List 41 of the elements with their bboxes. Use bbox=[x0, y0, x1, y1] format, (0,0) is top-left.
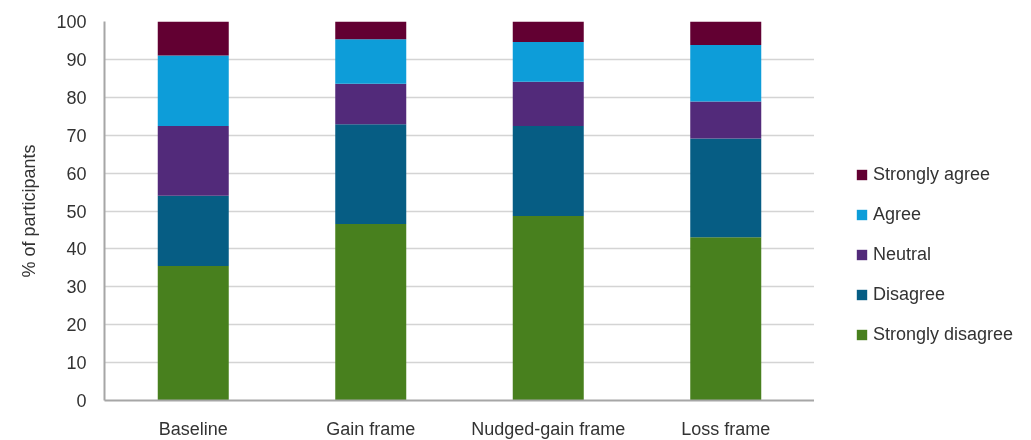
legend-label: Neutral bbox=[873, 244, 932, 265]
bar bbox=[335, 83, 407, 125]
y-tick-label: 40 bbox=[66, 239, 87, 260]
bar bbox=[335, 124, 407, 224]
bar bbox=[512, 41, 584, 82]
legend-label: Strongly agree bbox=[873, 164, 991, 185]
y-tick-label: 0 bbox=[76, 391, 87, 411]
y-tick-label: 60 bbox=[66, 163, 87, 184]
bar bbox=[512, 215, 584, 401]
x-tick-label: Loss frame bbox=[681, 418, 771, 439]
bar bbox=[690, 45, 762, 102]
bar bbox=[512, 81, 584, 127]
legend-label: Agree bbox=[873, 204, 922, 225]
y-tick-label: 90 bbox=[66, 49, 87, 70]
bar bbox=[157, 21, 229, 56]
y-tick-label: 80 bbox=[66, 87, 87, 108]
bar bbox=[335, 39, 407, 84]
y-axis-title: % of participants bbox=[19, 144, 40, 278]
bar bbox=[512, 21, 584, 42]
bar bbox=[690, 138, 762, 238]
x-tick-label: Baseline bbox=[158, 418, 228, 439]
legend-label: Disagree bbox=[873, 284, 946, 305]
y-tick-label: 30 bbox=[66, 277, 87, 298]
x-tick-label: Nudged-gain frame bbox=[471, 418, 626, 439]
bar bbox=[157, 126, 229, 196]
bar bbox=[157, 265, 229, 401]
legend-label: Strongly disagree bbox=[873, 324, 1014, 345]
bar bbox=[512, 126, 584, 216]
y-tick-label: 70 bbox=[66, 125, 87, 146]
bar bbox=[335, 223, 407, 401]
x-tick-label: Gain frame bbox=[326, 418, 416, 439]
bar bbox=[335, 21, 407, 40]
y-tick-label: 50 bbox=[66, 201, 87, 222]
y-tick-label: 20 bbox=[66, 315, 87, 336]
bar bbox=[690, 237, 762, 401]
bar bbox=[690, 101, 762, 139]
y-tick-label: 10 bbox=[66, 353, 87, 374]
y-tick-label: 100 bbox=[56, 12, 87, 32]
bar bbox=[690, 21, 762, 45]
bar bbox=[157, 195, 229, 266]
bar bbox=[157, 55, 229, 127]
